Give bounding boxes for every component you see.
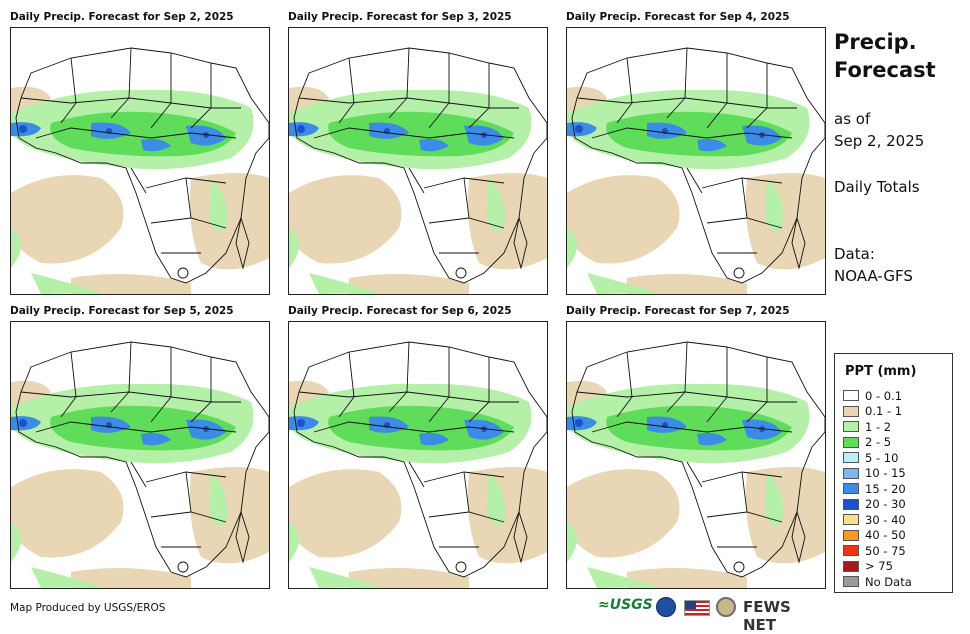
legend-label: No Data [865,574,912,589]
legend-swatch [843,405,859,417]
data-source: Data: NOAA-GFS [834,243,913,287]
panel-title-sep5: Daily Precip. Forecast for Sep 5, 2025 [10,305,234,317]
panel-title-sep4: Daily Precip. Forecast for Sep 4, 2025 [566,11,790,23]
map-sep3[interactable] [288,27,548,295]
legend-swatch [843,390,859,401]
panel-title-sep2: Daily Precip. Forecast for Sep 2, 2025 [10,11,234,23]
panel-title-sep7: Daily Precip. Forecast for Sep 7, 2025 [566,305,790,317]
legend-item: 5 - 10 [843,450,898,465]
legend-item: 30 - 40 [843,512,906,527]
data-source-line1: Data: [834,245,875,263]
map-sep2[interactable] [10,27,270,295]
as-of-line1: as of [834,110,871,128]
legend-swatch [843,529,859,541]
legend-swatch [843,576,859,587]
legend-label: 40 - 50 [865,528,906,542]
map-sep7[interactable] [566,321,826,589]
legend-swatch [843,436,859,448]
map-sep5[interactable] [10,321,270,589]
side-title-line1: Precip. [834,30,917,54]
legend-swatch [843,560,859,572]
legend-swatch [843,498,859,510]
legend-label: 20 - 30 [865,497,906,511]
legend-item: 50 - 75 [843,543,906,558]
side-title-line2: Forecast [834,58,936,82]
daily-totals: Daily Totals [834,178,920,196]
legend-swatch [843,483,859,494]
map-sep6[interactable] [288,321,548,589]
legend-label: 0 - 0.1 [865,388,903,403]
legend-label: 0.1 - 1 [865,404,903,418]
legend-item: 15 - 20 [843,481,906,496]
legend-label: > 75 [865,559,893,573]
legend-item: 40 - 50 [843,528,906,543]
legend-label: 30 - 40 [865,512,906,527]
panel-title-sep3: Daily Precip. Forecast for Sep 3, 2025 [288,11,512,23]
us-flag-icon [684,600,710,616]
usgs-logo: ≈USGS [598,597,653,613]
legend-item: No Data [843,574,912,589]
legend-item: 0.1 - 1 [843,404,902,419]
data-source-line2: NOAA-GFS [834,267,913,285]
legend-item: 2 - 5 [843,435,891,450]
legend-swatch [843,421,859,432]
legend-title: PPT (mm) [845,364,917,379]
credit-text: Map Produced by USGS/EROS [10,602,166,614]
state-dept-seal-icon [716,597,736,617]
legend-item: > 75 [843,559,893,574]
legend-swatch [843,514,859,525]
fews-net-logo: FEWS NET [743,598,791,634]
legend-swatch [843,545,859,556]
noaa-logo-icon [656,597,676,617]
legend-label: 10 - 15 [865,466,906,480]
panel-title-sep6: Daily Precip. Forecast for Sep 6, 2025 [288,305,512,317]
legend-label: 1 - 2 [865,419,892,434]
legend-label: 50 - 75 [865,543,906,558]
as-of-line2: Sep 2, 2025 [834,132,925,150]
legend-label: 15 - 20 [865,481,906,496]
legend-item: 20 - 30 [843,497,906,512]
legend-label: 2 - 5 [865,435,892,449]
legend-item: 1 - 2 [843,419,891,434]
as-of: as of Sep 2, 2025 [834,108,924,152]
legend-swatch [843,467,859,479]
legend-label: 5 - 10 [865,450,899,465]
side-title: Precip. Forecast [834,28,936,84]
legend-item: 10 - 15 [843,466,906,481]
legend-swatch [843,452,859,463]
map-sep4[interactable] [566,27,826,295]
legend-item: 0 - 0.1 [843,388,902,403]
